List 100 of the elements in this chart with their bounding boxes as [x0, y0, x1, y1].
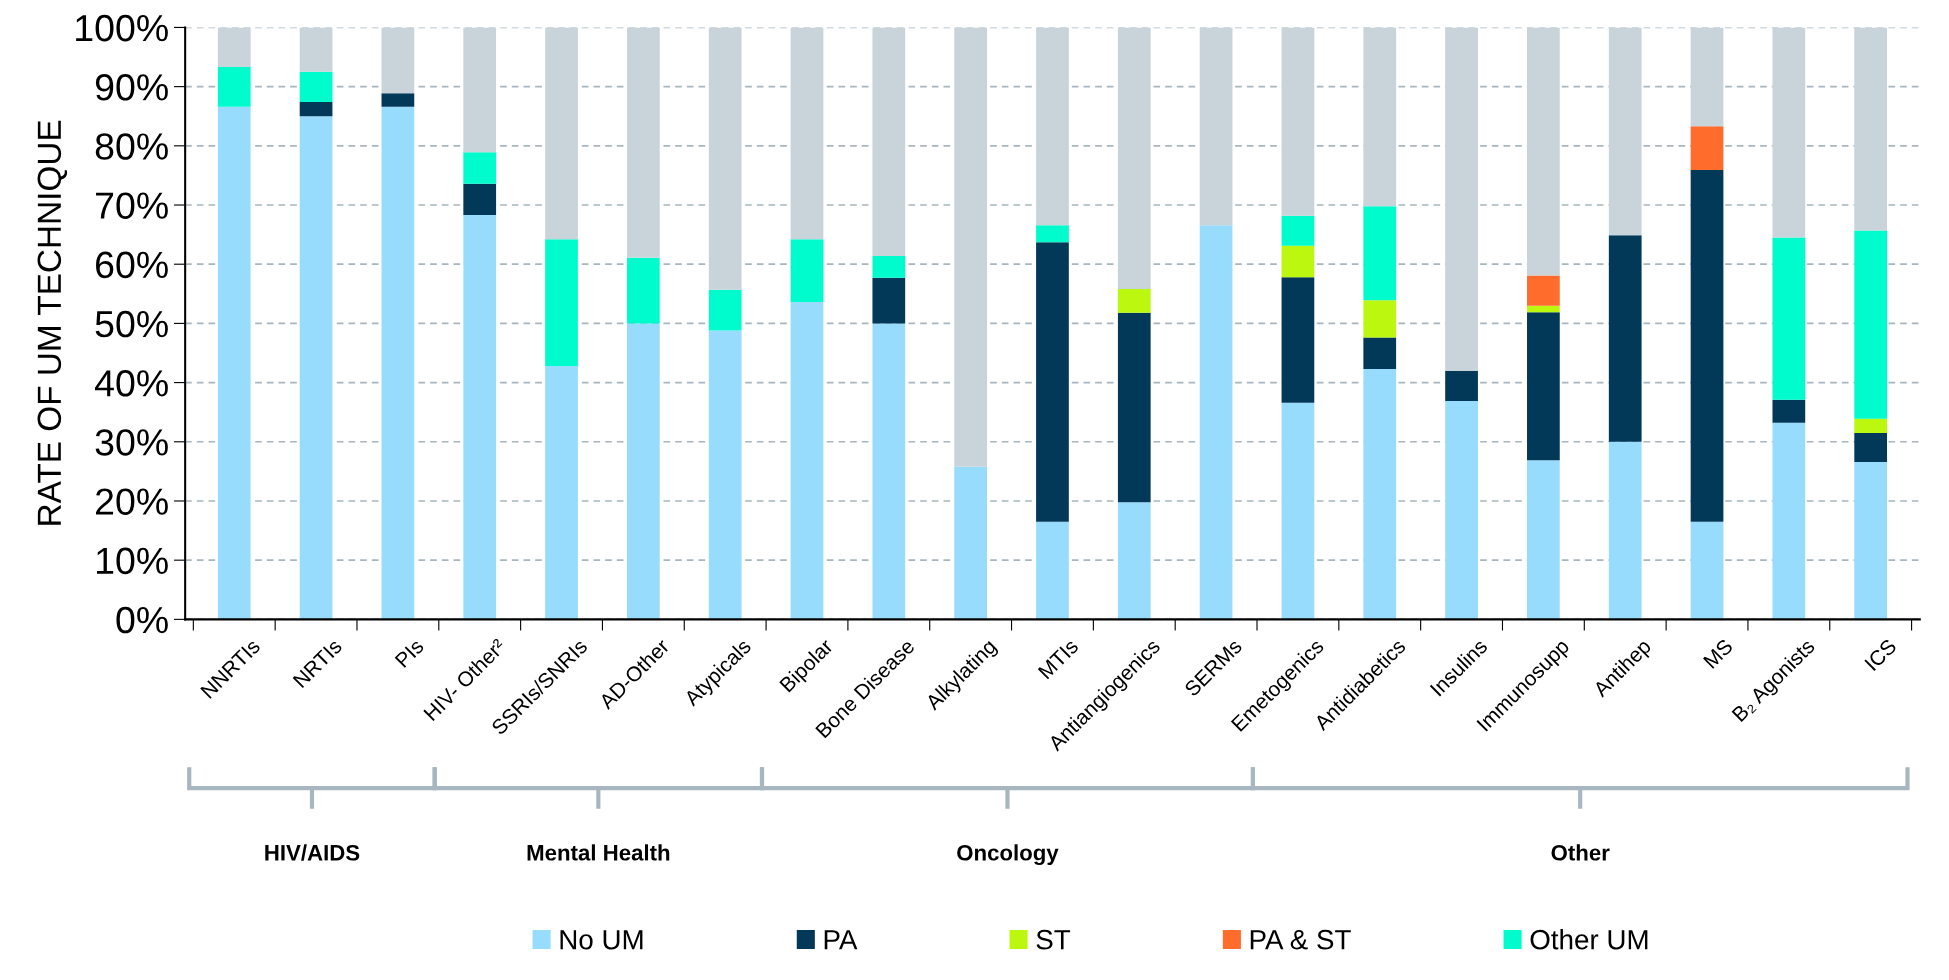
bar [1199, 225, 1233, 620]
bar [1608, 441, 1642, 620]
bar [1608, 235, 1642, 442]
bar [217, 27, 251, 68]
bar [1690, 521, 1724, 620]
bar [790, 27, 824, 240]
bar [1608, 27, 1642, 236]
bar [1117, 27, 1151, 290]
text: Other [1551, 844, 1610, 861]
bar [381, 27, 415, 94]
bar [790, 239, 824, 303]
bar [1036, 27, 1069, 226]
bar [1772, 237, 1806, 400]
y-tick-label: 0% [116, 606, 168, 634]
bar [1363, 368, 1397, 620]
bar [1445, 370, 1478, 401]
bar [545, 27, 578, 240]
bar [1527, 460, 1560, 620]
bar [626, 323, 660, 620]
bar [463, 27, 497, 153]
y-tick-label: 50% [95, 310, 168, 338]
bar [1772, 422, 1806, 620]
y-axis-title: RATE OF UM TECHNIQUE [37, 120, 68, 525]
bar [1854, 432, 1888, 462]
bar [872, 323, 906, 620]
bar [626, 257, 660, 324]
bar [1690, 126, 1724, 171]
bar [1854, 27, 1888, 231]
bar [872, 277, 906, 324]
bar [1527, 305, 1560, 313]
bar [1363, 206, 1397, 301]
legend-label: PA [824, 930, 858, 950]
bar [1281, 245, 1315, 278]
bar [463, 215, 497, 620]
bar [1281, 277, 1315, 403]
bar [1527, 27, 1560, 276]
y-tick-label: 30% [95, 429, 168, 456]
bar [708, 27, 742, 290]
bar [1363, 337, 1397, 369]
bar [299, 27, 333, 72]
bar [463, 152, 497, 184]
y-tick-label: 40% [94, 369, 168, 397]
bar [217, 67, 251, 107]
bar [1199, 27, 1233, 226]
y-tick-label: 20% [96, 488, 168, 515]
bar [381, 106, 415, 620]
bar [463, 183, 497, 216]
x-tick-label: MS [1702, 638, 1734, 669]
bar [1445, 400, 1478, 620]
bar [708, 289, 742, 331]
text: HIV/AIDS [265, 844, 360, 861]
bar [872, 27, 906, 256]
text: Mental Health [527, 844, 670, 861]
bar [1527, 312, 1560, 461]
legend-label: Other UM [1530, 929, 1648, 950]
bar [299, 102, 333, 117]
y-tick-label: 10% [96, 547, 168, 575]
text: Oncology [957, 844, 1059, 866]
bar [1854, 230, 1888, 419]
bar [1117, 312, 1151, 503]
y-tick-label: 90% [95, 74, 168, 101]
bar [1527, 275, 1560, 306]
bar [1854, 418, 1888, 433]
bar [217, 106, 251, 620]
bar [1281, 27, 1315, 216]
bar [1117, 289, 1151, 313]
bar [626, 27, 660, 258]
bar [1854, 461, 1888, 620]
bar [1281, 402, 1315, 620]
bar [1117, 502, 1151, 620]
bar [954, 27, 987, 467]
bar [1772, 27, 1806, 238]
bar [1363, 27, 1397, 207]
y-tick-label: 100% [76, 14, 168, 42]
legend-label: No UM [560, 930, 643, 950]
bar [954, 466, 987, 620]
bar [1690, 170, 1724, 522]
bar [1036, 225, 1069, 243]
bar [872, 255, 906, 278]
bar [1036, 521, 1069, 620]
y-tick-label: 60% [96, 251, 168, 279]
bar [1445, 27, 1478, 371]
bar [299, 71, 333, 103]
bar [1772, 399, 1806, 423]
bar [1036, 242, 1069, 522]
bar [708, 330, 742, 620]
legend-label: ST [1036, 929, 1071, 950]
y-tick-label: 80% [95, 133, 168, 160]
bar [1281, 215, 1315, 246]
bar [545, 239, 578, 367]
bar [381, 93, 415, 107]
bar [1363, 300, 1397, 338]
x-tick-label: ICS [1864, 638, 1898, 672]
bar [790, 302, 824, 620]
bar [545, 366, 578, 620]
bar [299, 116, 333, 620]
bar [1690, 27, 1724, 127]
y-tick-label: 70% [96, 192, 168, 219]
legend-label: PA & ST [1250, 929, 1351, 950]
x-tick-label: PIs [394, 638, 425, 669]
